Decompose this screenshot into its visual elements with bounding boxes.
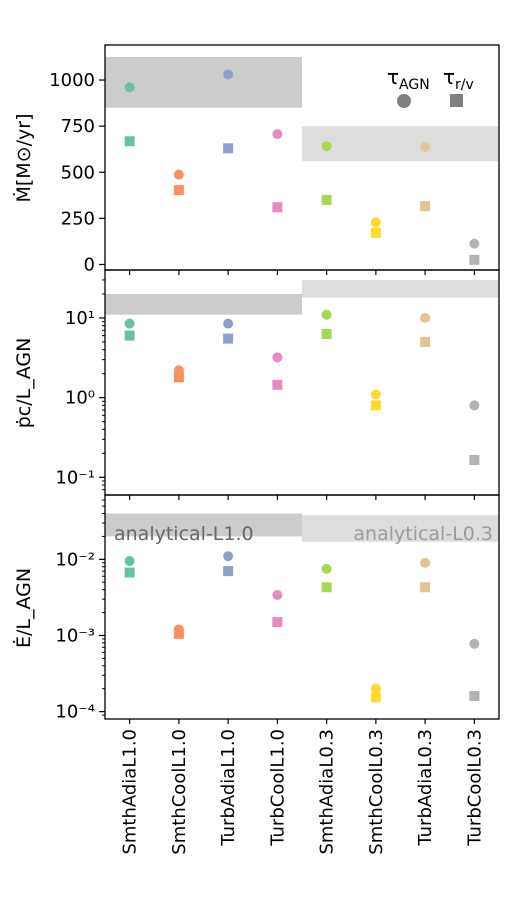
ytick-label-panel-0-3: 750 <box>61 116 95 137</box>
xtick-label-SmthCoolL0.3: SmthCoolL0.3 <box>366 729 387 855</box>
point-square-SmthCoolL0.3-panel-1 <box>370 400 381 411</box>
point-square-TurbCoolL1.0-panel-2 <box>272 617 283 628</box>
band-L0.3-panel-0 <box>302 126 499 162</box>
ytick-label-panel-1-0: 10⁻¹ <box>55 467 95 488</box>
point-square-TurbAdiaL1.0-panel-0 <box>223 143 234 154</box>
ylabel-edot: Ė/L_AGN <box>12 568 35 648</box>
xtick-label-TurbAdiaL0.3: TurbAdiaL0.3 <box>415 729 436 847</box>
ytick-label-panel-1-2: 10¹ <box>65 308 95 329</box>
ytick-label-panel-2-0: 10⁻⁴ <box>55 702 95 723</box>
point-circle-TurbCoolL1.0-panel-2 <box>272 590 283 601</box>
point-square-TurbCoolL0.3-panel-1 <box>469 454 480 465</box>
point-square-SmthAdiaL0.3-panel-0 <box>321 194 332 205</box>
point-circle-SmthAdiaL1.0-panel-2 <box>124 556 135 567</box>
point-square-SmthCoolL1.0-panel-1 <box>173 372 184 383</box>
ytick-label-panel-2-1: 10⁻³ <box>55 625 95 646</box>
ytick-label-panel-2-2: 10⁻² <box>55 549 95 570</box>
axes: 0 250 500 750 1000 10⁻¹ 10⁰ 10¹ 10⁻⁴ 10⁻³ 10⁻² Smth… <box>49 44 500 855</box>
point-circle-TurbAdiaL1.0-panel-2 <box>223 551 234 562</box>
point-square-TurbCoolL0.3-panel-2 <box>469 691 480 702</box>
point-circle-SmthCoolL1.0-panel-0 <box>173 169 184 180</box>
point-circle-SmthAdiaL1.0-panel-0 <box>124 82 135 93</box>
point-square-SmthCoolL1.0-panel-2 <box>173 628 184 639</box>
point-circle-TurbAdiaL1.0-panel-0 <box>223 69 234 80</box>
point-square-TurbAdiaL0.3-panel-1 <box>420 336 431 347</box>
ylabel-pdot: ṗc/L_AGN <box>13 338 35 429</box>
point-circle-TurbCoolL1.0-panel-0 <box>272 129 283 140</box>
point-square-SmthAdiaL0.3-panel-2 <box>321 582 332 593</box>
xtick-label-SmthCoolL1.0: SmthCoolL1.0 <box>169 729 190 855</box>
point-square-TurbAdiaL0.3-panel-0 <box>420 201 431 212</box>
axes-frame-panel-2 <box>104 494 500 720</box>
point-square-TurbCoolL1.0-panel-1 <box>272 379 283 390</box>
ylabel-mdot: Ṁ[M⊙/yr] <box>12 114 35 203</box>
point-square-SmthAdiaL1.0-panel-1 <box>124 330 135 341</box>
point-circle-TurbCoolL0.3-panel-0 <box>469 238 480 249</box>
point-circle-TurbCoolL0.3-panel-1 <box>469 400 480 411</box>
point-circle-TurbAdiaL0.3-panel-1 <box>420 312 431 323</box>
xtick-label-TurbCoolL1.0: TurbCoolL1.0 <box>267 729 288 847</box>
xtick-label-TurbCoolL0.3: TurbCoolL0.3 <box>464 729 485 847</box>
point-square-TurbCoolL1.0-panel-0 <box>272 202 283 213</box>
point-square-TurbCoolL0.3-panel-0 <box>469 254 480 265</box>
band-L1.0-panel-1 <box>105 293 302 315</box>
ytick-label-panel-0-2: 500 <box>61 162 95 183</box>
point-circle-SmthCoolL0.3-panel-1 <box>370 389 381 400</box>
point-circle-TurbAdiaL1.0-panel-1 <box>223 318 234 329</box>
point-square-SmthAdiaL1.0-panel-2 <box>124 567 135 578</box>
point-circle-SmthAdiaL0.3-panel-0 <box>321 141 332 152</box>
xtick-label-SmthAdiaL0.3: SmthAdiaL0.3 <box>317 729 338 855</box>
point-circle-TurbCoolL1.0-panel-1 <box>272 352 283 363</box>
band-L1.0-panel-2 <box>105 513 302 537</box>
ytick-label-panel-0-4: 1000 <box>49 70 95 91</box>
point-square-SmthAdiaL1.0-panel-0 <box>124 136 135 147</box>
point-square-SmthAdiaL0.3-panel-1 <box>321 328 332 339</box>
point-circle-SmthCoolL0.3-panel-0 <box>370 217 381 228</box>
point-square-TurbAdiaL0.3-panel-2 <box>420 582 431 593</box>
xtick-label-SmthAdiaL1.0: SmthAdiaL1.0 <box>120 729 141 855</box>
band-label-l0-3: analytical-L0.3 <box>353 523 493 545</box>
legend-label-tau-rv: τr/v <box>443 65 474 93</box>
band-L0.3-panel-1 <box>302 279 499 298</box>
point-circle-TurbCoolL0.3-panel-2 <box>469 638 480 649</box>
point-square-SmthCoolL1.0-panel-0 <box>173 185 184 196</box>
point-square-SmthCoolL0.3-panel-2 <box>370 692 381 703</box>
legend-label-tau-agn: τAGN <box>387 65 430 93</box>
point-circle-TurbAdiaL0.3-panel-0 <box>420 141 431 152</box>
band-label-l1: analytical-L1.0 <box>114 523 254 545</box>
data-points <box>124 69 480 703</box>
point-square-TurbAdiaL1.0-panel-2 <box>223 566 234 577</box>
point-circle-TurbAdiaL0.3-panel-2 <box>420 557 431 568</box>
point-square-SmthCoolL0.3-panel-0 <box>370 227 381 238</box>
point-square-TurbAdiaL1.0-panel-1 <box>223 333 234 344</box>
reference-bands <box>105 56 499 542</box>
ytick-label-panel-0-0: 0 <box>84 254 95 275</box>
point-circle-SmthCoolL0.3-panel-2 <box>370 683 381 694</box>
legend-circle-marker <box>397 94 411 108</box>
point-circle-SmthAdiaL1.0-panel-1 <box>124 318 135 329</box>
legend: τAGN τr/v <box>387 65 474 108</box>
legend-square-marker <box>450 94 463 107</box>
band-L0.3-panel-2 <box>302 515 499 542</box>
band-L1.0-panel-0 <box>105 56 302 108</box>
ytick-label-panel-1-1: 10⁰ <box>65 388 95 409</box>
ytick-label-panel-0-1: 250 <box>61 208 95 229</box>
point-circle-SmthAdiaL0.3-panel-1 <box>321 309 332 320</box>
point-circle-SmthAdiaL0.3-panel-2 <box>321 563 332 574</box>
xtick-label-TurbAdiaL1.0: TurbAdiaL1.0 <box>218 729 239 847</box>
